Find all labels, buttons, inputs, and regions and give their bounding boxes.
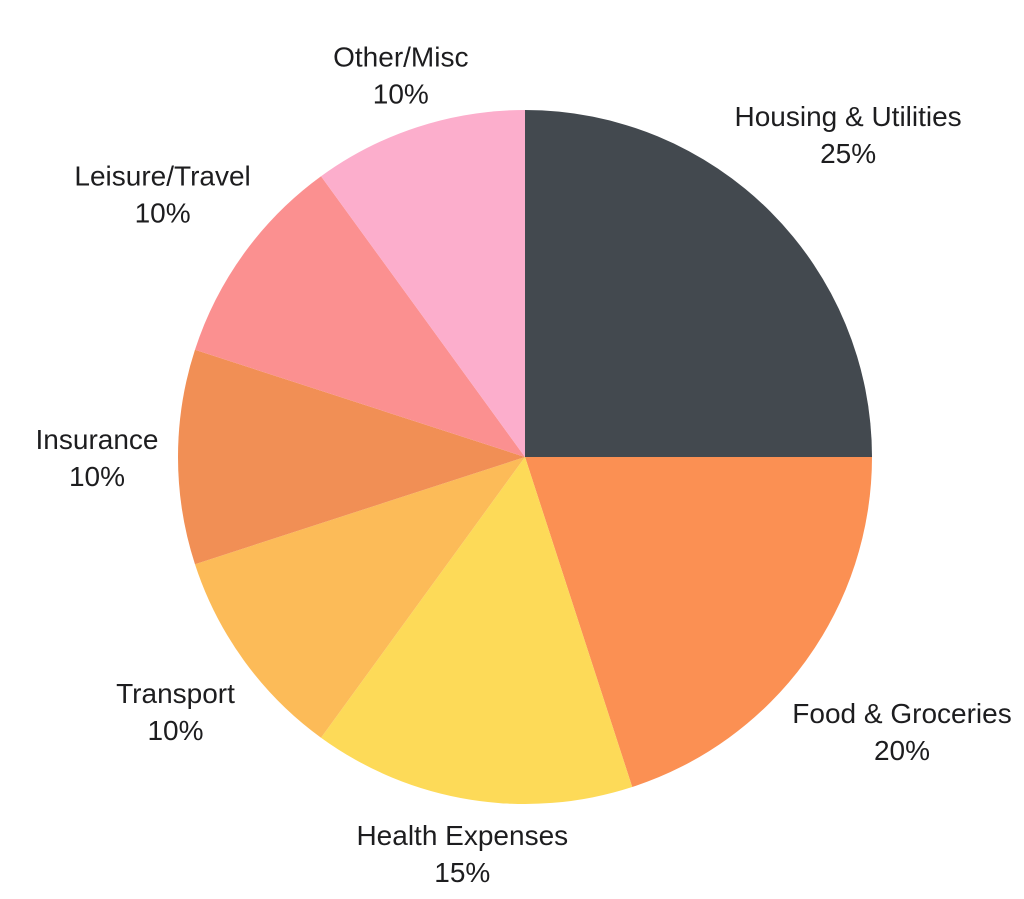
pie-slice-leisure-travel	[194, 176, 526, 457]
slice-label-other-misc: Other/Misc	[333, 42, 468, 73]
slice-value-transport: 10%	[147, 715, 203, 746]
pie-slice-insurance	[177, 349, 525, 565]
pie-slice-health-expenses	[321, 457, 633, 805]
slice-value-housing-utilities: 25%	[820, 138, 876, 169]
slice-value-food-groceries: 20%	[874, 735, 930, 766]
pie-slice-housing-utilities	[525, 110, 872, 457]
slice-value-health-expenses: 15%	[434, 857, 490, 888]
pie-slice-food-groceries	[525, 457, 872, 788]
slice-label-housing-utilities: Housing & Utilities	[734, 101, 961, 132]
slice-label-insurance: Insurance	[36, 424, 159, 455]
slice-label-food-groceries: Food & Groceries	[792, 698, 1011, 729]
pie-slice-transport	[194, 457, 526, 738]
pie-slice-other-misc	[321, 110, 525, 457]
slice-value-leisure-travel: 10%	[135, 198, 191, 229]
slice-value-insurance: 10%	[69, 461, 125, 492]
slice-label-health-expenses: Health Expenses	[356, 820, 568, 851]
slice-label-leisure-travel: Leisure/Travel	[74, 161, 250, 192]
slice-label-transport: Transport	[116, 678, 235, 709]
slice-value-other-misc: 10%	[373, 79, 429, 110]
